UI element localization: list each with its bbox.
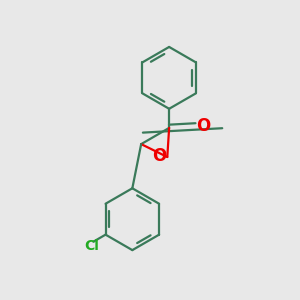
Text: Cl: Cl xyxy=(84,239,99,253)
Text: O: O xyxy=(196,117,210,135)
Text: O: O xyxy=(152,147,166,165)
